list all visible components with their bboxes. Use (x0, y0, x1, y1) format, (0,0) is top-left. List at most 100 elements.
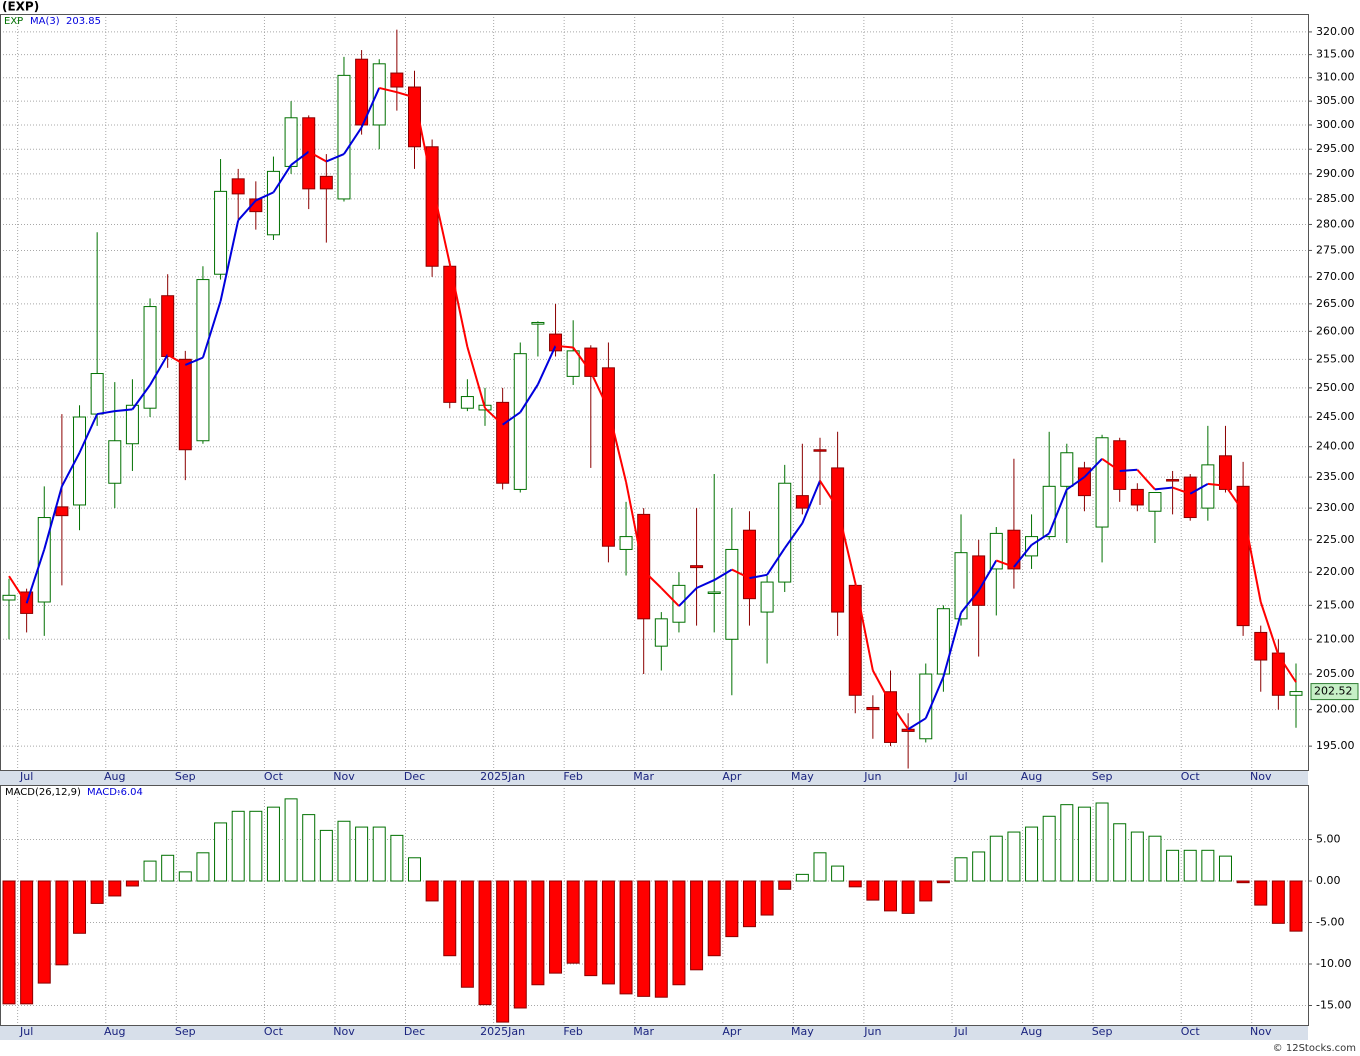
ma-line (766, 547, 786, 576)
ma-line (431, 183, 451, 264)
macd-bar (1166, 849, 1180, 882)
x-tick-label: Jul (19, 1025, 33, 1038)
macd-bar (760, 880, 774, 916)
ma-line (1277, 654, 1297, 683)
x-tick-label: Feb (563, 1025, 582, 1038)
y-tick-label: 195.00 (1316, 739, 1355, 752)
x-tick-label: Sep (175, 1025, 196, 1038)
macd-bar (513, 880, 527, 1009)
macd-bar (901, 880, 915, 914)
x-tick-label: Oct (264, 1025, 284, 1038)
macd-bar (1113, 823, 1127, 882)
y-tick-label: 235.00 (1316, 470, 1355, 483)
ma-line (607, 409, 628, 483)
candle-body (884, 691, 898, 743)
macd-bar (284, 798, 298, 882)
macd-bar (478, 880, 492, 1006)
macd-bar (302, 814, 316, 882)
x-tick-label: Aug (1021, 1025, 1042, 1038)
x-tick-label: 2025Jan (480, 770, 525, 783)
macd-bar (196, 852, 210, 882)
candle-body (1042, 485, 1056, 538)
ma-line (1119, 468, 1138, 472)
candle-body (707, 591, 721, 594)
candle-body (460, 396, 474, 409)
macd-bar (425, 880, 439, 902)
x-tick-label: Jul (19, 770, 33, 783)
macd-bar (531, 880, 545, 986)
macd-bar (143, 860, 157, 882)
ma-line (1154, 486, 1173, 491)
candle-body (1148, 492, 1162, 512)
candle-body (725, 548, 739, 640)
macd-bar (725, 880, 739, 938)
y-tick-label: 250.00 (1316, 381, 1355, 394)
candle-body (795, 495, 809, 509)
ma-line (466, 346, 486, 409)
candle-body (1183, 476, 1197, 519)
macd-legend: MACD: (87, 787, 120, 798)
x-tick-label: Nov (1250, 1025, 1272, 1038)
x-tick-label: Nov (333, 1025, 355, 1038)
x-tick-label: Aug (1021, 770, 1042, 783)
macd-bar (108, 880, 122, 897)
macd-bar (249, 810, 263, 882)
ma-line (43, 486, 63, 550)
ma-line (977, 559, 998, 592)
macd-bar (443, 880, 457, 957)
last-price-box (1310, 683, 1359, 701)
macd-bar (1254, 880, 1268, 906)
macd-bar (549, 880, 563, 974)
y-tick-label: 230.00 (1316, 501, 1355, 514)
ma-line (114, 408, 133, 413)
candle-body (901, 728, 915, 732)
candle-body (1095, 437, 1109, 528)
ma-line (484, 407, 504, 426)
ma-line (396, 91, 415, 99)
x-tick-label: Aug (104, 770, 125, 783)
macd-bar (831, 865, 845, 882)
candle-body (266, 170, 280, 236)
x-tick-label: Sep (1092, 1025, 1113, 1038)
macd-bar (73, 880, 87, 934)
macd-bar (1025, 826, 1039, 882)
candle-body (284, 117, 298, 167)
y-tick-label: 310.00 (1316, 71, 1355, 84)
macd-bar (813, 852, 827, 882)
candle-body (319, 175, 333, 190)
ma-line (625, 481, 645, 572)
candle-body (1166, 479, 1180, 482)
last-price-label: 202.52 (1314, 685, 1353, 698)
macd-bar (884, 880, 898, 912)
ma-line (589, 371, 610, 410)
y-tick-label: 290.00 (1316, 167, 1355, 180)
candle-body (1271, 652, 1285, 696)
macd-bar (972, 851, 986, 882)
ma-line (960, 590, 980, 614)
ma-line (678, 587, 698, 607)
macd-bar (566, 880, 580, 964)
candle-body (407, 86, 421, 148)
candle-body (337, 74, 351, 200)
macd-bar (1042, 815, 1056, 882)
macd-bar (1060, 804, 1074, 882)
macd-bar (672, 880, 686, 986)
candle-body (654, 618, 668, 647)
ma-line (536, 345, 557, 385)
macd-bar (1183, 849, 1197, 882)
ma-line (343, 126, 363, 155)
x-tick-label: Aug (104, 1025, 125, 1038)
x-tick-label: Sep (175, 770, 196, 783)
candle-body (549, 333, 563, 352)
ma-line (1066, 476, 1086, 491)
macd-bar (1007, 831, 1021, 882)
ma-line (184, 356, 204, 366)
x-tick-label: Jul (953, 1025, 967, 1038)
candle-body (813, 449, 827, 452)
ma-line (1259, 601, 1280, 656)
candle-body (496, 401, 510, 484)
macd-frame (0, 785, 1309, 1026)
ma-line (642, 570, 663, 589)
candle-body (619, 536, 633, 550)
macd-bar (619, 880, 633, 995)
